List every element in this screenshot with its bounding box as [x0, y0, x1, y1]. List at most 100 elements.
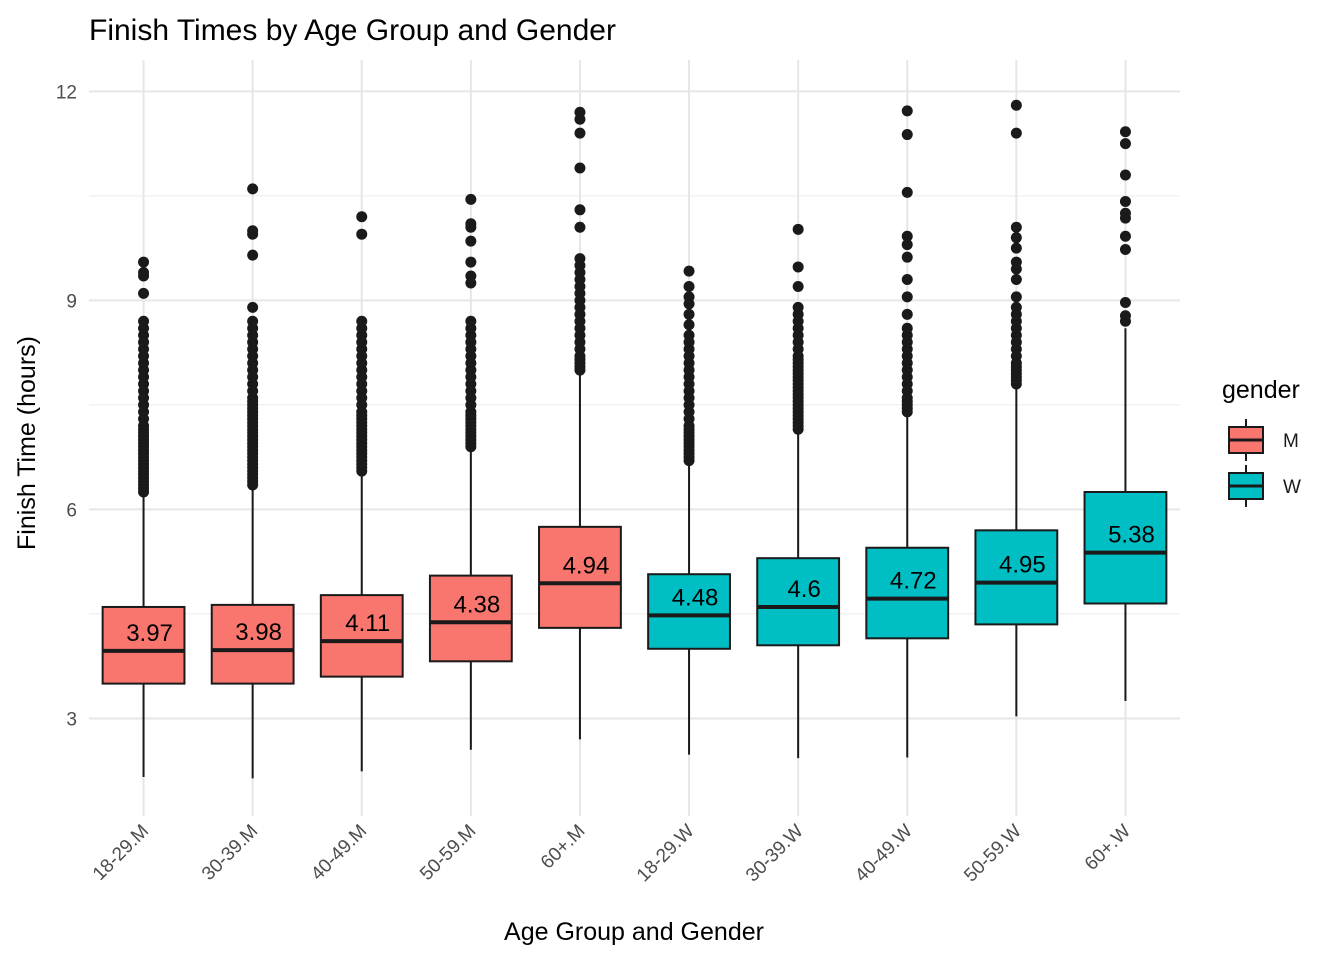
median-label: 4.48 [672, 584, 719, 611]
outlier-point [1119, 169, 1131, 181]
outlier-point [683, 319, 695, 331]
median-label: 4.11 [345, 610, 390, 637]
box-iqr [319, 594, 404, 678]
outlier-point [465, 315, 477, 327]
outlier-point [465, 218, 477, 230]
outlier-point [465, 270, 477, 282]
outlier-point [792, 223, 804, 235]
outlier-point [247, 183, 259, 195]
median-label: 4.95 [999, 552, 1046, 579]
outlier-point [683, 291, 695, 303]
box-60+.M: 4.94 [538, 106, 622, 740]
legend-item-M: M [1228, 419, 1299, 461]
outlier-point [1119, 138, 1131, 150]
outlier-point [1010, 301, 1022, 313]
outlier-point [901, 251, 913, 263]
outlier-point [901, 105, 913, 117]
outlier-point [465, 256, 477, 268]
box-18-29.M: 3.97 [101, 256, 186, 777]
legend-label: M [1283, 431, 1299, 452]
outlier-point [138, 267, 150, 279]
x-axis-title: Age Group and Gender [504, 918, 764, 946]
outlier-point [1010, 242, 1022, 254]
outlier-point [574, 204, 586, 216]
box-iqr [865, 546, 950, 640]
box-iqr [1083, 491, 1168, 605]
box-60+.W: 5.38 [1083, 126, 1168, 702]
outlier-point [1119, 195, 1131, 207]
axis-ticks: 3 6 9 12 18-29.M 30-39.M 40-49.M 50-59.M 60+.M 18… [56, 82, 1135, 886]
x-tick-label: 40-49.W [851, 821, 917, 887]
outlier-point [901, 291, 913, 303]
outlier-point [247, 301, 259, 313]
median-label: 4.72 [890, 568, 937, 595]
outlier-point [1010, 256, 1022, 268]
median-label: 3.98 [235, 619, 282, 646]
box-30-39.M: 3.98 [210, 183, 295, 779]
box-50-59.W: 4.95 [974, 99, 1059, 717]
outlier-point [356, 228, 368, 240]
outlier-point [792, 261, 804, 273]
x-tick-label: 60+.M [537, 821, 590, 874]
outlier-point [574, 221, 586, 233]
outlier-point [683, 265, 695, 277]
box-iqr [428, 574, 513, 663]
outlier-point [247, 249, 259, 261]
box-iqr [210, 603, 295, 685]
box-iqr [647, 573, 731, 650]
outlier-point [138, 287, 150, 299]
y-tick-label: 6 [66, 500, 77, 521]
x-tick-label: 30-39.M [198, 821, 262, 885]
outlier-point [1010, 291, 1022, 303]
outlier-point [683, 329, 695, 341]
outlier-point [1119, 207, 1131, 219]
outlier-point [901, 129, 913, 141]
outlier-point [247, 225, 259, 237]
legend-title: gender [1222, 376, 1300, 404]
outlier-point [1119, 310, 1131, 322]
outlier-point [574, 127, 586, 139]
median-label: 4.94 [563, 552, 610, 579]
outlier-point [901, 230, 913, 242]
outlier-point [1119, 230, 1131, 242]
box-40-49.M: 4.11 [319, 211, 404, 772]
outlier-point [465, 235, 477, 247]
median-label: 3.97 [126, 620, 173, 647]
outlier-point [901, 273, 913, 285]
box-iqr [756, 557, 841, 647]
median-label: 4.6 [787, 576, 820, 603]
outlier-point [1010, 221, 1022, 233]
box-iqr [974, 529, 1059, 626]
x-tick-label: 18-29.M [89, 821, 153, 885]
outlier-point [1010, 273, 1022, 285]
outlier-point [1119, 296, 1131, 308]
chart-title: Finish Times by Age Group and Gender [89, 14, 616, 47]
x-tick-label: 50-59.W [960, 821, 1026, 887]
outlier-point [683, 308, 695, 320]
median-label: 5.38 [1108, 522, 1155, 549]
box-50-59.M: 4.38 [428, 193, 513, 750]
box-iqr [538, 525, 622, 629]
box-18-29.W: 4.48 [647, 265, 731, 755]
outlier-point [1119, 244, 1131, 256]
x-tick-label: 40-49.M [307, 821, 371, 885]
box-iqr [101, 605, 186, 685]
outlier-point [792, 301, 804, 313]
outlier-point [901, 322, 913, 334]
outlier-point [574, 162, 586, 174]
outlier-point [138, 315, 150, 327]
x-tick-label: 60+.W [1081, 821, 1135, 875]
box-series: 3.97 3.98 4.11 4.38 4.94 4.48 4.6 4.72 4.95 5.38 [101, 99, 1168, 779]
outlier-point [1010, 232, 1022, 244]
x-tick-label: 30-39.W [742, 821, 808, 887]
outlier-point [1010, 99, 1022, 111]
y-tick-label: 3 [66, 709, 77, 730]
box-40-49.W: 4.72 [865, 105, 950, 758]
outlier-point [356, 315, 368, 327]
y-tick-label: 9 [66, 291, 77, 312]
outlier-point [574, 253, 586, 265]
outlier-point [465, 193, 477, 205]
outlier-point [901, 308, 913, 320]
outlier-point [138, 256, 150, 268]
